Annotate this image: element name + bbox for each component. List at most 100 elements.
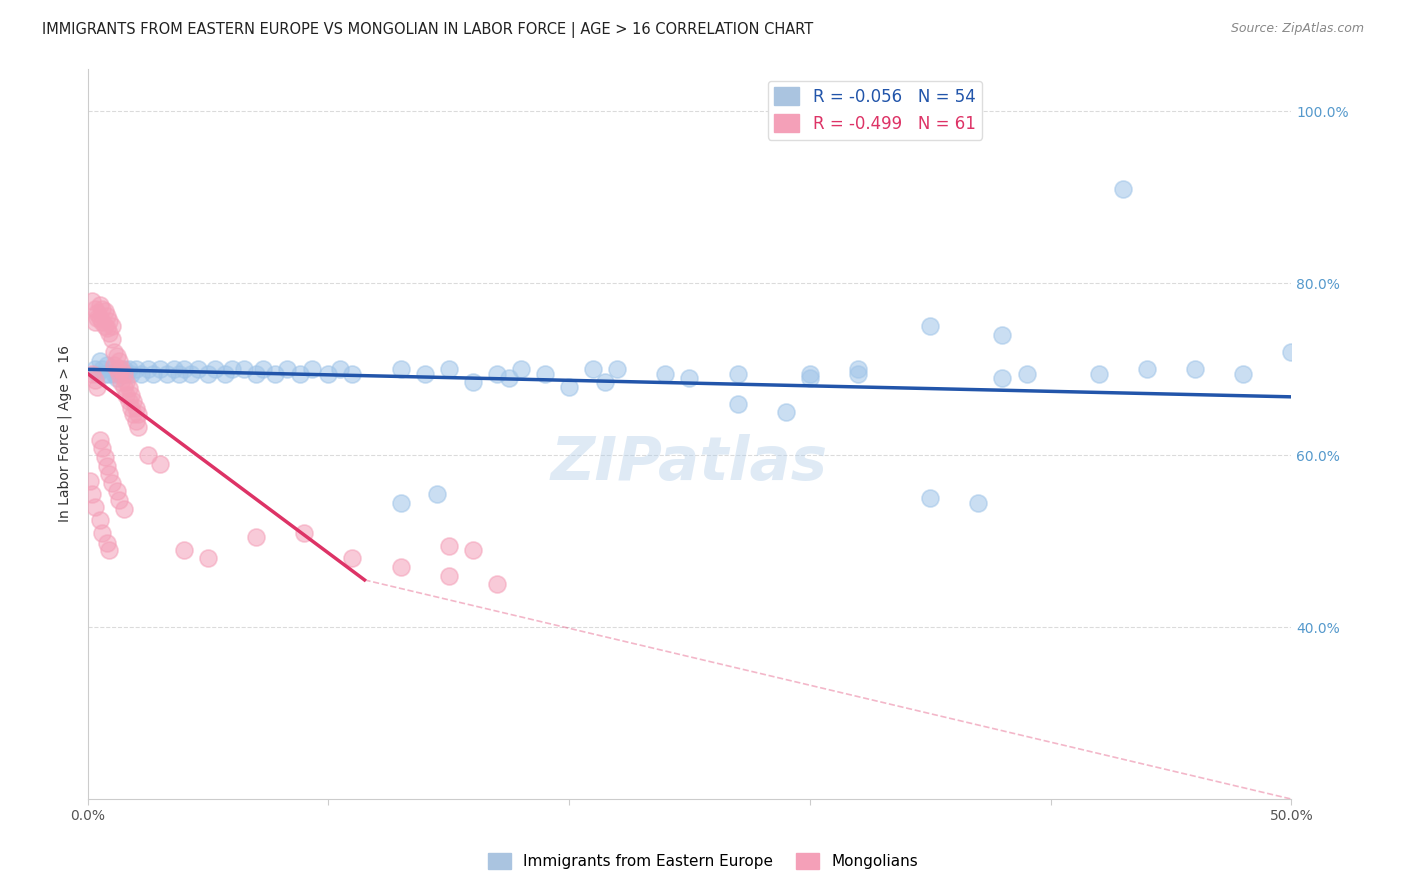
Point bbox=[125, 401, 148, 415]
Point bbox=[117, 394, 139, 409]
Point bbox=[846, 367, 869, 381]
Point bbox=[83, 500, 105, 514]
Point bbox=[389, 362, 412, 376]
Point bbox=[498, 371, 520, 385]
Point bbox=[120, 388, 142, 402]
Point bbox=[197, 367, 219, 381]
Point bbox=[110, 367, 132, 381]
Point bbox=[799, 367, 821, 381]
Point bbox=[461, 542, 484, 557]
Point bbox=[991, 328, 1014, 343]
Point bbox=[100, 332, 122, 346]
Point bbox=[437, 568, 460, 582]
Point bbox=[117, 362, 139, 376]
Point bbox=[823, 121, 845, 136]
Point bbox=[105, 484, 128, 499]
Point bbox=[437, 362, 460, 376]
Point bbox=[156, 367, 179, 381]
Point bbox=[245, 367, 267, 381]
Point bbox=[103, 358, 125, 372]
Point bbox=[96, 536, 118, 550]
Point bbox=[86, 310, 108, 325]
Point bbox=[799, 371, 821, 385]
Point bbox=[105, 371, 128, 385]
Point bbox=[98, 326, 121, 341]
Point bbox=[91, 362, 114, 376]
Point bbox=[125, 414, 148, 428]
Point bbox=[301, 362, 323, 376]
Point bbox=[125, 362, 148, 376]
Point bbox=[136, 448, 159, 462]
Point bbox=[89, 353, 111, 368]
Point bbox=[100, 319, 122, 334]
Point bbox=[582, 362, 605, 376]
Point bbox=[89, 310, 111, 325]
Point bbox=[292, 525, 315, 540]
Point bbox=[214, 367, 236, 381]
Point bbox=[389, 560, 412, 574]
Point bbox=[93, 450, 115, 464]
Point bbox=[920, 491, 942, 506]
Point bbox=[204, 362, 226, 376]
Point bbox=[1184, 362, 1206, 376]
Point bbox=[967, 495, 990, 509]
Point bbox=[89, 298, 111, 312]
Point bbox=[1279, 345, 1302, 359]
Point bbox=[82, 293, 104, 308]
Point bbox=[83, 373, 105, 387]
Point bbox=[426, 487, 449, 501]
Point bbox=[1015, 367, 1038, 381]
Point bbox=[122, 394, 145, 409]
Point bbox=[96, 321, 118, 335]
Point bbox=[606, 362, 628, 376]
Point bbox=[96, 358, 118, 372]
Point bbox=[221, 362, 243, 376]
Point bbox=[82, 367, 104, 381]
Point bbox=[413, 367, 436, 381]
Point bbox=[98, 542, 121, 557]
Point bbox=[91, 315, 114, 329]
Point bbox=[112, 379, 135, 393]
Point bbox=[86, 379, 108, 393]
Point bbox=[122, 407, 145, 421]
Point bbox=[136, 362, 159, 376]
Point bbox=[318, 367, 340, 381]
Point bbox=[96, 309, 118, 323]
Point bbox=[558, 379, 581, 393]
Point bbox=[342, 367, 364, 381]
Point bbox=[112, 362, 135, 376]
Point bbox=[112, 501, 135, 516]
Point bbox=[163, 362, 186, 376]
Point bbox=[593, 376, 616, 390]
Point bbox=[105, 362, 128, 376]
Legend: R = -0.056   N = 54, R = -0.499   N = 61: R = -0.056 N = 54, R = -0.499 N = 61 bbox=[768, 80, 981, 139]
Point bbox=[108, 362, 131, 376]
Point bbox=[108, 367, 131, 381]
Point bbox=[86, 306, 108, 320]
Point bbox=[1232, 367, 1254, 381]
Point bbox=[1112, 182, 1135, 196]
Point bbox=[288, 367, 311, 381]
Y-axis label: In Labor Force | Age > 16: In Labor Force | Age > 16 bbox=[58, 345, 72, 523]
Point bbox=[142, 367, 165, 381]
Point bbox=[120, 367, 142, 381]
Point bbox=[389, 495, 412, 509]
Point bbox=[91, 525, 114, 540]
Point bbox=[96, 458, 118, 473]
Point bbox=[197, 551, 219, 566]
Point bbox=[93, 367, 115, 381]
Point bbox=[149, 362, 172, 376]
Point bbox=[920, 319, 942, 334]
Point bbox=[654, 367, 676, 381]
Point bbox=[79, 474, 101, 488]
Point bbox=[82, 487, 104, 501]
Point bbox=[120, 401, 142, 415]
Point bbox=[485, 367, 508, 381]
Point bbox=[100, 362, 122, 376]
Point bbox=[149, 457, 172, 471]
Point bbox=[127, 407, 149, 421]
Point bbox=[461, 376, 484, 390]
Point bbox=[83, 362, 105, 376]
Point bbox=[167, 367, 190, 381]
Point bbox=[252, 362, 274, 376]
